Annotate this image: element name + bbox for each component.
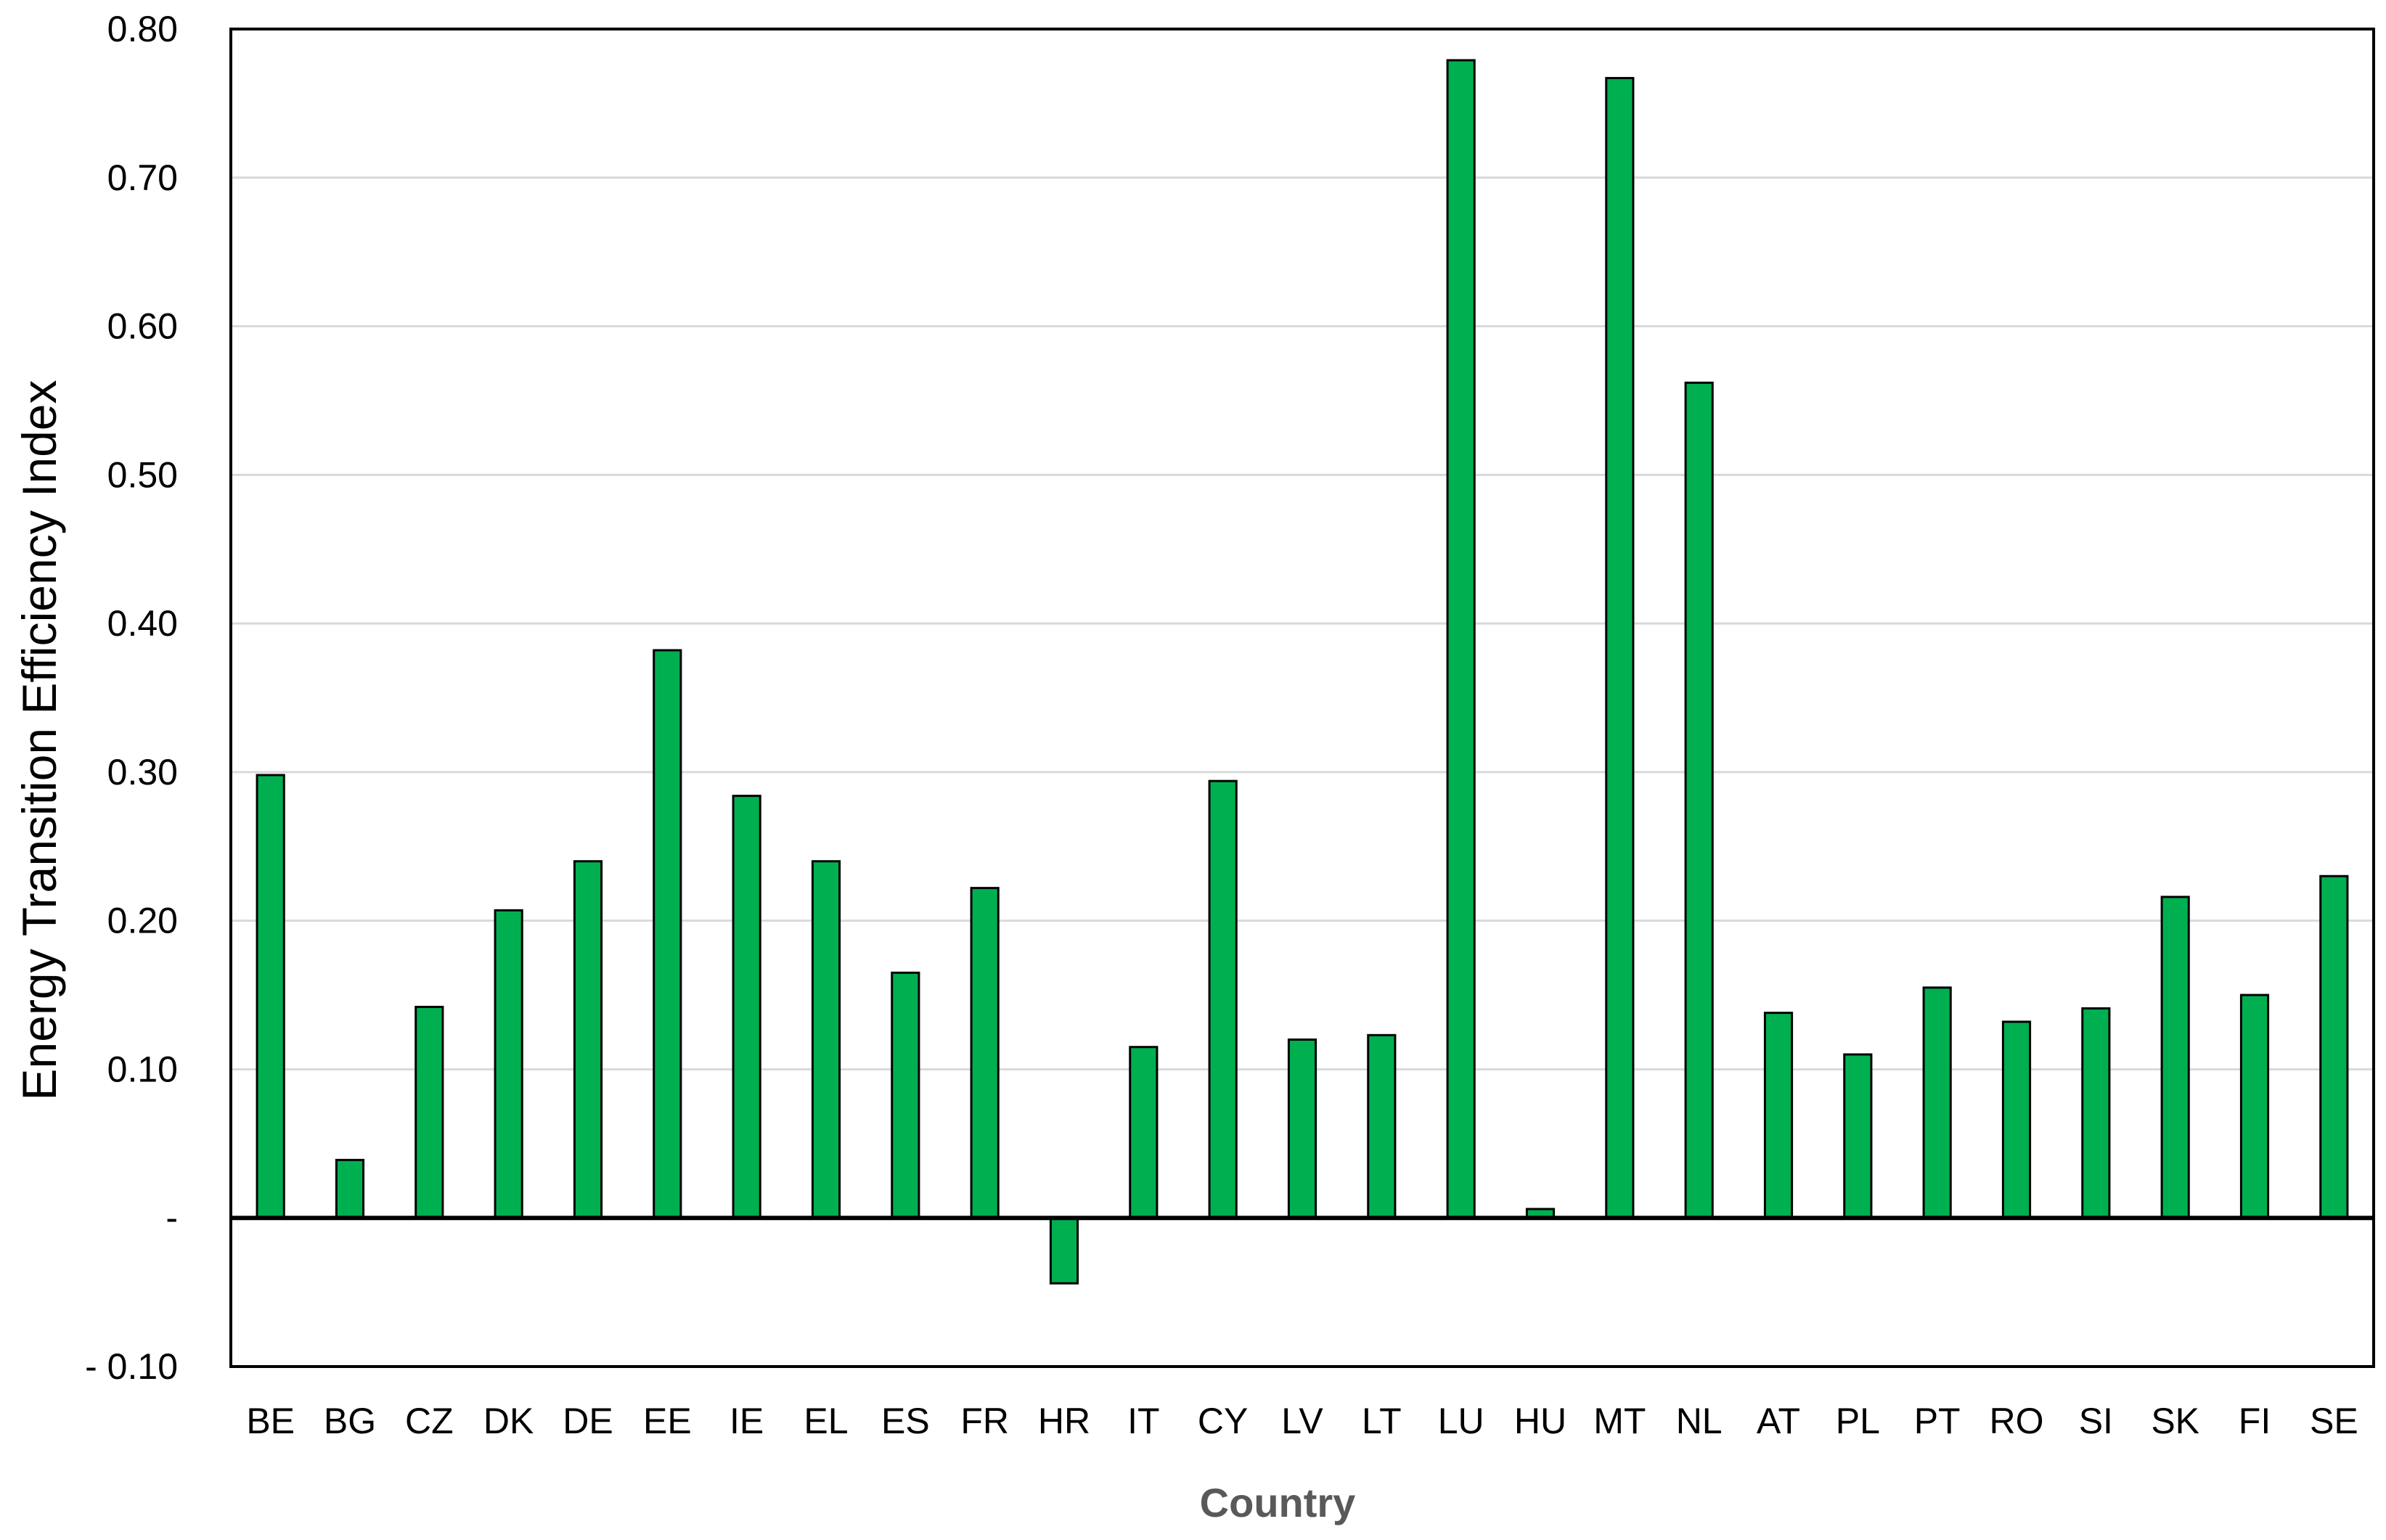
bar-it [1129, 1046, 1159, 1219]
x-tick-label: CY [1198, 1401, 1248, 1441]
x-tick-label: PT [1914, 1401, 1961, 1441]
y-tick-label: - [166, 1197, 178, 1238]
bar-hr [1049, 1216, 1079, 1285]
bar-be [256, 774, 285, 1219]
bar-pl [1843, 1053, 1873, 1219]
bar-cz [414, 1005, 444, 1219]
axes [229, 28, 2375, 1368]
x-tick-label: IT [1127, 1401, 1159, 1441]
bar-dk [494, 909, 523, 1219]
y-tick-label: 0.20 [107, 901, 178, 941]
bar-at [1763, 1012, 1794, 1219]
x-tick-label: LU [1438, 1401, 1484, 1441]
x-tick-label: RO [1990, 1401, 2044, 1441]
bar-fr [970, 887, 1000, 1219]
x-tick-label: DK [483, 1401, 534, 1441]
x-tick-label: HU [1514, 1401, 1566, 1441]
x-tick-label: HR [1038, 1401, 1090, 1441]
bars [256, 59, 2349, 1285]
gridlines [231, 176, 2374, 1070]
bar-de [573, 860, 603, 1219]
bar-sk [2160, 896, 2190, 1219]
bar-lt [1367, 1033, 1397, 1219]
bar-ie [732, 795, 761, 1219]
x-tick-label: LV [1281, 1401, 1323, 1441]
bar-bg [335, 1158, 365, 1219]
bar-lu [1446, 59, 1476, 1219]
x-tick-label: SI [2079, 1401, 2113, 1441]
y-tick-label: 0.10 [107, 1049, 178, 1089]
y-tick-labels: - 0.10 - 0.10 0.20 0.30 0.40 0.50 0.60 0.70 0.80 [85, 9, 178, 1387]
bar-ro [2001, 1020, 2032, 1219]
x-tick-label: BE [246, 1401, 295, 1441]
y-tick-label: - 0.10 [85, 1346, 178, 1387]
x-tick-label: ES [881, 1401, 930, 1441]
bar-fi [2239, 994, 2270, 1219]
bar-pt [1922, 986, 1952, 1219]
bar-nl [1684, 381, 1714, 1219]
bar-el [811, 860, 841, 1219]
bar-se [2319, 875, 2349, 1219]
y-tick-label: 0.40 [107, 603, 178, 644]
bar-cy [1208, 779, 1238, 1219]
y-tick-label: 0.80 [107, 9, 178, 49]
bar-si [2081, 1007, 2111, 1219]
x-tick-label: EE [643, 1401, 692, 1441]
x-tick-label: FR [960, 1401, 1009, 1441]
plot-area-border [229, 28, 2375, 1368]
x-tick-label: CZ [405, 1401, 454, 1441]
x-tick-label: EL [804, 1401, 848, 1441]
y-axis-title: Energy Transition Efficiency Index [12, 380, 66, 1101]
x-tick-label: LT [1362, 1401, 1402, 1441]
x-tick-label: NL [1676, 1401, 1723, 1441]
bar-mt [1605, 77, 1635, 1219]
y-tick-label: 0.50 [107, 454, 178, 495]
bar-ee [653, 649, 682, 1219]
x-tick-label: PL [1836, 1401, 1880, 1441]
bar-lv [1287, 1038, 1317, 1219]
x-tick-label: IE [730, 1401, 764, 1441]
x-tick-label: DE [563, 1401, 613, 1441]
x-tick-label: BG [324, 1401, 376, 1441]
x-tick-label: FI [2239, 1401, 2271, 1441]
y-tick-label: 0.70 [107, 157, 178, 198]
x-tick-labels: BE BG CZ DK DE EE IE EL ES FR HR IT CY LV LT LU HU MT NL AT… [246, 1401, 2358, 1441]
y-tick-label: 0.30 [107, 752, 178, 792]
bar-es [891, 971, 920, 1219]
x-axis-title: Country [1200, 1480, 1356, 1525]
x-tick-label: SK [2151, 1401, 2199, 1441]
x-tick-label: MT [1593, 1401, 1646, 1441]
x-tick-label: SE [2310, 1401, 2358, 1441]
y-tick-label: 0.60 [107, 306, 178, 347]
x-tick-label: AT [1757, 1401, 1800, 1441]
